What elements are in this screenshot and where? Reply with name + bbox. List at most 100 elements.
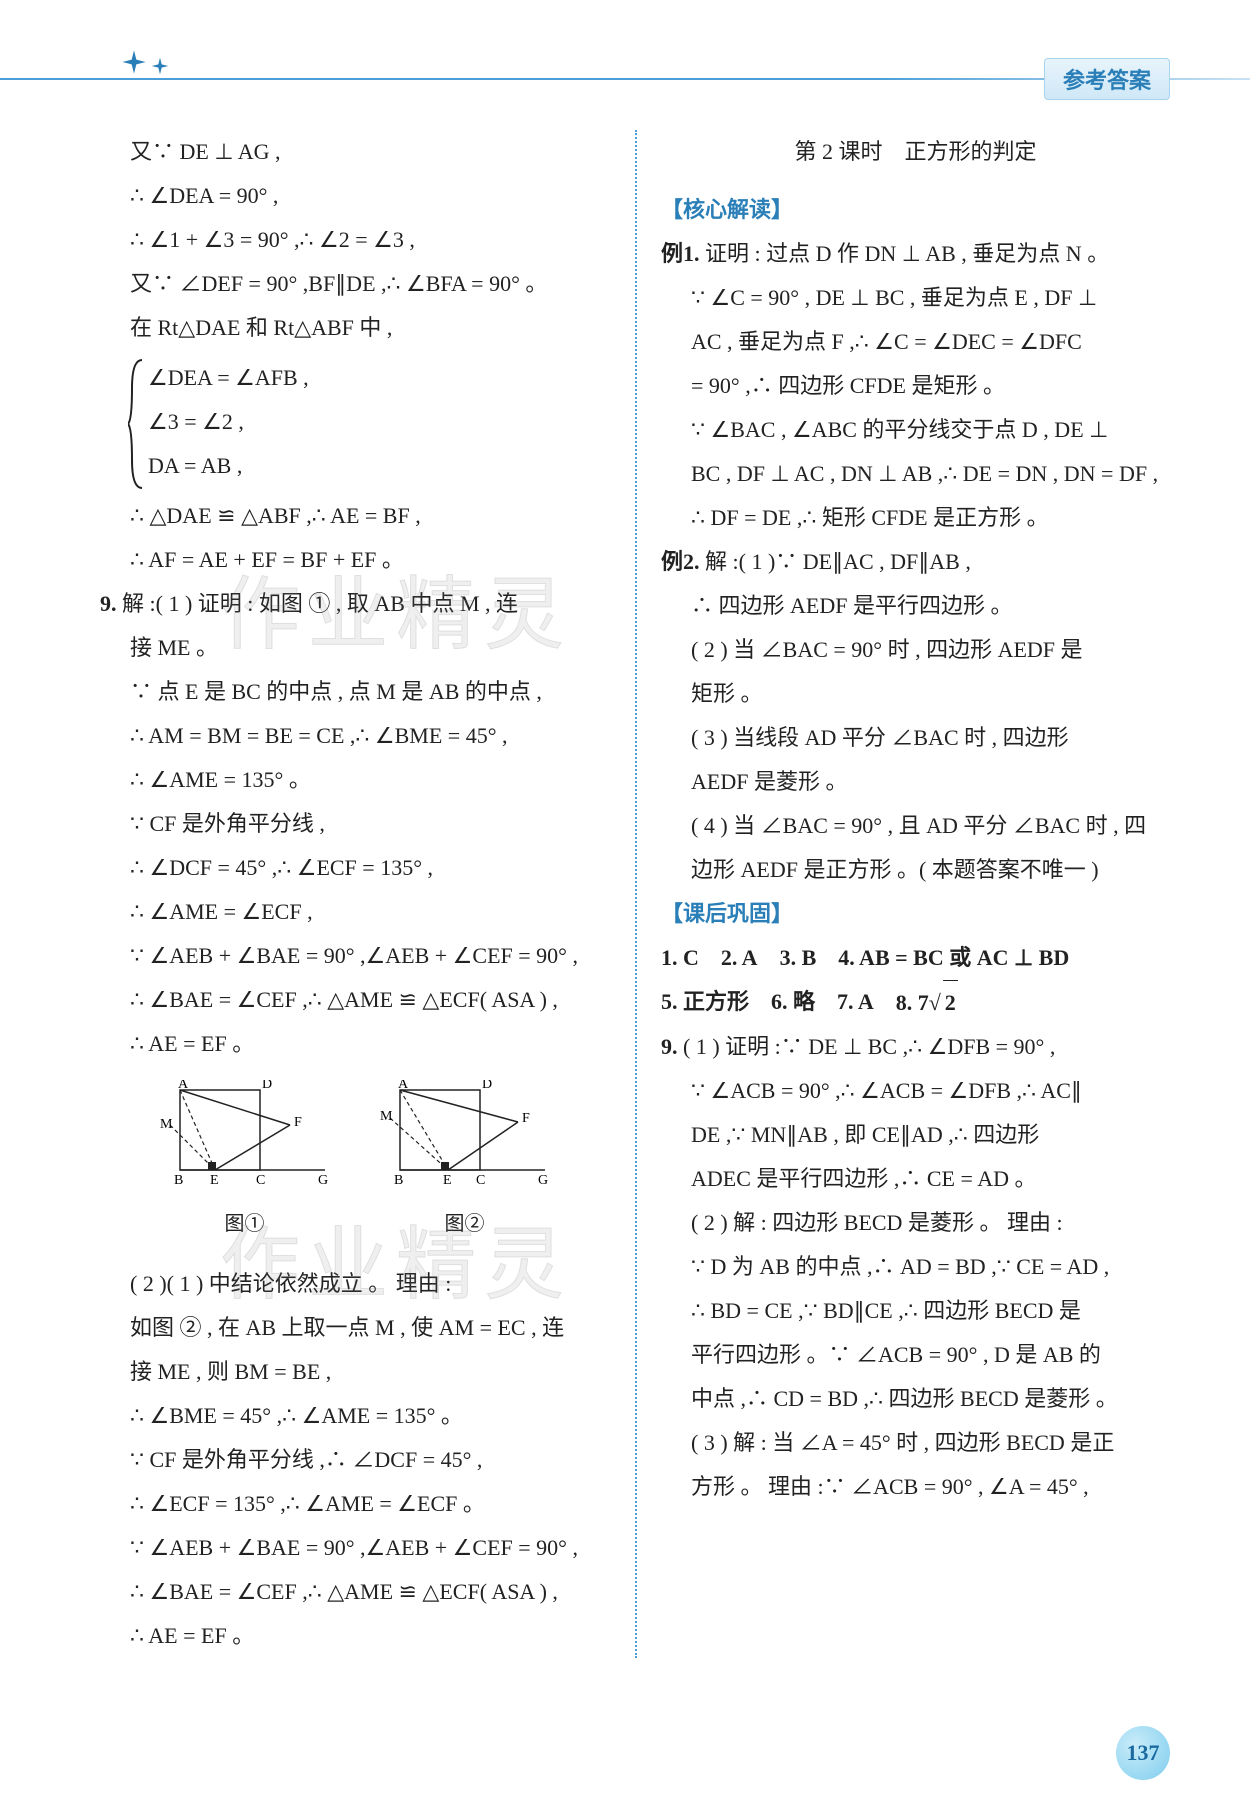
text-line: ∴ AE = EF 。 <box>100 1614 609 1658</box>
svg-text:G: G <box>538 1173 548 1188</box>
section-heading: 【核心解读】 <box>661 188 1170 232</box>
text: 解 :( 1 )∵ DE∥AC , DF∥AB , <box>705 549 971 574</box>
svg-text:A: A <box>398 1080 409 1092</box>
text-line: ∴ ∠1 + ∠3 = 90° ,∴ ∠2 = ∠3 , <box>100 218 609 262</box>
windmill-svg-small <box>150 56 170 76</box>
figure-caption: 图② <box>375 1204 555 1244</box>
answer: 4. AB = BC 或 AC ⊥ BD <box>838 936 1069 980</box>
text-line: ( 2 )( 1 ) 中结论依然成立 。 理由 : <box>100 1262 609 1306</box>
svg-text:C: C <box>256 1173 265 1188</box>
text-line: ∵ ∠AEB + ∠BAE = 90° ,∠AEB + ∠CEF = 90° , <box>100 934 609 978</box>
text-line: 方形 。 理由 :∵ ∠ACB = 90° , ∠A = 45° , <box>661 1465 1170 1509</box>
text-line: ∴ AF = AE + EF = BF + EF 。 <box>100 538 609 582</box>
text-line: ( 2 ) 当 ∠BAC = 90° 时 , 四边形 AEDF 是 <box>661 628 1170 672</box>
answer: 5. 正方形 <box>661 980 749 1025</box>
text-line: ∴ ∠AME = 135° 。 <box>100 758 609 802</box>
answer: 6. 略 <box>771 980 815 1025</box>
svg-text:M: M <box>160 1117 173 1132</box>
text-line: BC , DF ⊥ AC , DN ⊥ AB ,∴ DE = DN , DN =… <box>661 452 1170 496</box>
text-line: 9. ( 1 ) 证明 :∵ DE ⊥ BC ,∴ ∠DFB = 90° , <box>661 1025 1170 1069</box>
answer: 8. 7√2 <box>896 980 958 1025</box>
text-line: = 90° ,∴ 四边形 CFDE 是矩形 。 <box>661 364 1170 408</box>
text-line: ∴ BD = CE ,∵ BD∥CE ,∴ 四边形 BECD 是 <box>661 1289 1170 1333</box>
question-number: 9. <box>100 591 117 616</box>
text-line: ∵ ∠BAC , ∠ABC 的平分线交于点 D , DE ⊥ <box>661 408 1170 452</box>
answer: 2. A <box>721 936 758 980</box>
figure-row: A D F M B E C G 图① <box>100 1080 609 1244</box>
text-line: ∵ ∠ACB = 90° ,∴ ∠ACB = ∠DFB ,∴ AC∥ <box>661 1069 1170 1113</box>
text-line: 中点 ,∴ CD = BD ,∴ 四边形 BECD 是菱形 。 <box>661 1377 1170 1421</box>
svg-text:E: E <box>443 1173 452 1188</box>
text: 证明 : 过点 D 作 DN ⊥ AB , 垂足为点 N 。 <box>705 241 1109 266</box>
text-line: ∴ ∠DCF = 45° ,∴ ∠ECF = 135° , <box>100 846 609 890</box>
text-line: ∴ ∠BME = 45° ,∴ ∠AME = 135° 。 <box>100 1394 609 1438</box>
text-line: 接 ME , 则 BM = BE , <box>100 1350 609 1394</box>
text-line: ( 2 ) 解 : 四边形 BECD 是菱形 。 理由 : <box>661 1201 1170 1245</box>
text-line: AEDF 是菱形 。 <box>661 760 1170 804</box>
text-line: ( 3 ) 当线段 AD 平分 ∠BAC 时 , 四边形 <box>661 716 1170 760</box>
text-line: ∵ 点 E 是 BC 的中点 , 点 M 是 AB 的中点 , <box>100 670 609 714</box>
text-line: ∵ ∠AEB + ∠BAE = 90° ,∠AEB + ∠CEF = 90° , <box>100 1526 609 1570</box>
brace-group: ∠DEA = ∠AFB , ∠3 = ∠2 , DA = AB , <box>100 356 609 488</box>
text-line: ∠3 = ∠2 , <box>148 400 609 444</box>
text-line: ∵ ∠C = 90° , DE ⊥ BC , 垂足为点 E , DF ⊥ <box>661 276 1170 320</box>
text: ( 1 ) 证明 :∵ DE ⊥ BC ,∴ ∠DFB = 90° , <box>683 1034 1055 1059</box>
text-line: ∴ ∠DEA = 90° , <box>100 174 609 218</box>
page-header: 参考答案 <box>100 40 1170 100</box>
svg-text:C: C <box>476 1173 485 1188</box>
text-line: 例1. 证明 : 过点 D 作 DN ⊥ AB , 垂足为点 N 。 <box>661 232 1170 276</box>
svg-text:B: B <box>394 1173 403 1188</box>
svg-text:G: G <box>318 1173 328 1188</box>
question-number: 9. <box>661 1034 678 1059</box>
sqrt-value: 2 <box>943 980 958 1025</box>
geometry-diagram: A D F M B E C G <box>160 1080 330 1200</box>
text-line: 在 Rt△DAE 和 Rt△ABF 中 , <box>100 306 609 350</box>
windmill-icon <box>120 48 170 76</box>
text-line: 例2. 解 :( 1 )∵ DE∥AC , DF∥AB , <box>661 540 1170 584</box>
text-line: ( 3 ) 解 : 当 ∠A = 45° 时 , 四边形 BECD 是正 <box>661 1421 1170 1465</box>
text-line: ∴ ∠BAE = ∠CEF ,∴ △AME ≌ △ECF( ASA ) , <box>100 978 609 1022</box>
page-number: 137 <box>1116 1726 1170 1780</box>
text-line: ∴ ∠ECF = 135° ,∴ ∠AME = ∠ECF 。 <box>100 1482 609 1526</box>
text-line: 9. 解 :( 1 ) 证明 : 如图 ① , 取 AB 中点 M , 连 <box>100 582 609 626</box>
text-line: 矩形 。 <box>661 672 1170 716</box>
example-label: 例2. <box>661 549 700 574</box>
answer-row: 5. 正方形 6. 略 7. A 8. 7√2 <box>661 980 1170 1025</box>
text-line: ∴ AE = EF 。 <box>100 1022 609 1066</box>
answer: 1. C <box>661 936 699 980</box>
text-line: 平行四边形 。∵ ∠ACB = 90° , D 是 AB 的 <box>661 1333 1170 1377</box>
text-line: 如图 ② , 在 AB 上取一点 M , 使 AM = EC , 连 <box>100 1306 609 1350</box>
column-divider <box>635 130 637 1658</box>
text-line: ∠DEA = ∠AFB , <box>148 356 609 400</box>
header-badge: 参考答案 <box>1044 58 1170 100</box>
text-line: ∵ CF 是外角平分线 , <box>100 802 609 846</box>
text-line: ∴ DF = DE ,∴ 矩形 CFDE 是正方形 。 <box>661 496 1170 540</box>
text-line: AC , 垂足为点 F ,∴ ∠C = ∠DEC = ∠DFC <box>661 320 1170 364</box>
right-column: 第 2 课时 正方形的判定 【核心解读】 例1. 证明 : 过点 D 作 DN … <box>635 130 1170 1658</box>
text: 8. 7 <box>896 990 929 1015</box>
section-heading: 【课后巩固】 <box>661 892 1170 936</box>
text-line: 又∵ ∠DEF = 90° ,BF∥DE ,∴ ∠BFA = 90° 。 <box>100 262 609 306</box>
answer: 7. A <box>837 980 874 1025</box>
text-line: ∴ 四边形 AEDF 是平行四边形 。 <box>661 584 1170 628</box>
text-line: ∴ ∠AME = ∠ECF , <box>100 890 609 934</box>
example-label: 例1. <box>661 241 700 266</box>
svg-text:E: E <box>210 1173 219 1188</box>
text-line: ( 4 ) 当 ∠BAC = 90° , 且 AD 平分 ∠BAC 时 , 四 <box>661 804 1170 848</box>
text-line: DE ,∵ MN∥AB , 即 CE∥AD ,∴ 四边形 <box>661 1113 1170 1157</box>
text-line: 接 ME 。 <box>100 626 609 670</box>
figure-caption: 图① <box>155 1204 335 1244</box>
text-line: ∴ AM = BM = BE = CE ,∴ ∠BME = 45° , <box>100 714 609 758</box>
left-column: 又∵ DE ⊥ AG , ∴ ∠DEA = 90° , ∴ ∠1 + ∠3 = … <box>100 130 635 1658</box>
svg-text:D: D <box>482 1080 492 1092</box>
figure-1: A D F M B E C G 图① <box>155 1080 335 1244</box>
svg-text:B: B <box>174 1173 183 1188</box>
text-line: ∵ D 为 AB 的中点 ,∴ AD = BD ,∵ CE = AD , <box>661 1245 1170 1289</box>
text-line: DA = AB , <box>148 444 609 488</box>
text-line: ∵ CF 是外角平分线 ,∴ ∠DCF = 45° , <box>100 1438 609 1482</box>
svg-text:F: F <box>522 1111 530 1126</box>
text-line: ∴ △DAE ≌ △ABF ,∴ AE = BF , <box>100 494 609 538</box>
geometry-diagram: A D F M B E C G <box>380 1080 550 1200</box>
text-line: ADEC 是平行四边形 ,∴ CE = AD 。 <box>661 1157 1170 1201</box>
windmill-svg <box>120 48 148 76</box>
